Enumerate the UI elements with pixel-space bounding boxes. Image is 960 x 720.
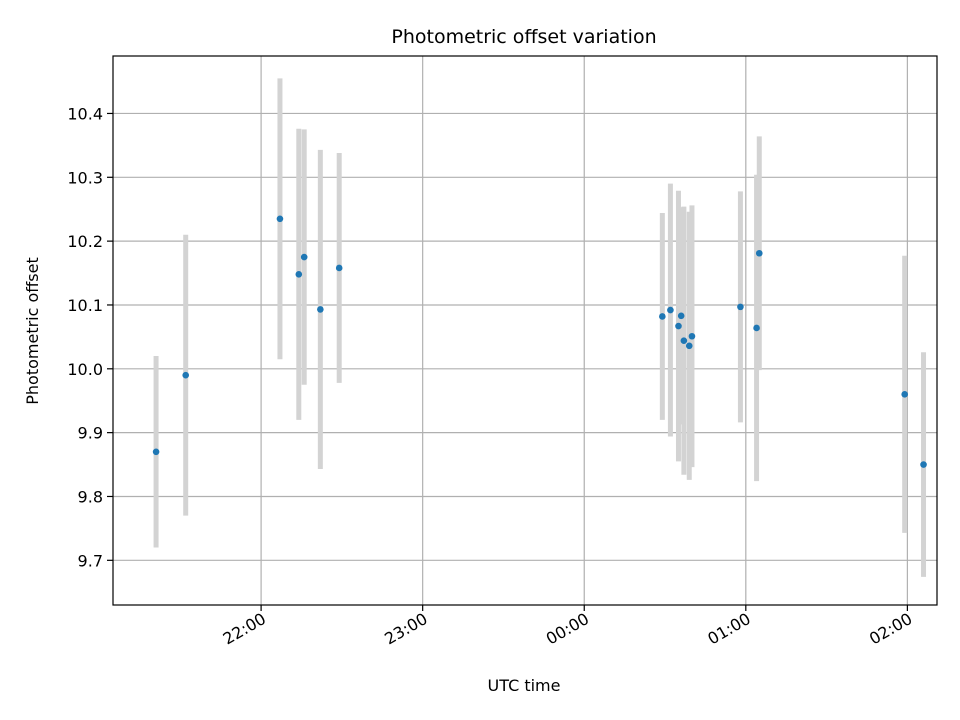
data-point bbox=[675, 322, 682, 330]
data-point bbox=[335, 264, 343, 272]
data-point bbox=[755, 249, 763, 257]
y-axis-label: Photometric offset bbox=[23, 257, 42, 405]
y-tick-label: 9.8 bbox=[78, 487, 103, 506]
data-point bbox=[667, 306, 674, 314]
data-point bbox=[152, 448, 160, 456]
data-point bbox=[182, 371, 190, 379]
data-point bbox=[677, 312, 685, 320]
chart-title: Photometric offset variation bbox=[391, 26, 656, 48]
data-point bbox=[688, 332, 696, 340]
data-point bbox=[753, 324, 760, 332]
y-tick-label: 10.4 bbox=[67, 104, 103, 123]
data-point bbox=[317, 306, 324, 313]
plot-area-frame bbox=[112, 55, 938, 606]
data-point bbox=[920, 461, 927, 468]
grid bbox=[113, 56, 937, 605]
y-tick-label: 10.0 bbox=[67, 360, 103, 379]
data-point bbox=[737, 303, 744, 311]
data-point bbox=[680, 337, 688, 345]
y-tick-label: 10.1 bbox=[67, 296, 103, 315]
y-axis: 9.7 9.8 9.9 10.0 10.1 10.2 10.3 10.4 bbox=[67, 104, 113, 570]
data-point bbox=[300, 253, 308, 261]
y-tick-label: 10.2 bbox=[67, 232, 103, 251]
y-tick-label: 9.7 bbox=[78, 551, 103, 570]
data-point bbox=[659, 313, 666, 320]
data-point bbox=[685, 342, 693, 350]
data-point bbox=[901, 391, 908, 398]
data-point bbox=[276, 215, 284, 223]
data-point bbox=[295, 271, 303, 278]
y-tick-label: 10.3 bbox=[67, 168, 103, 187]
x-axis-label: UTC time bbox=[488, 676, 561, 695]
data-points bbox=[152, 215, 927, 468]
y-tick-label: 9.9 bbox=[78, 424, 103, 443]
